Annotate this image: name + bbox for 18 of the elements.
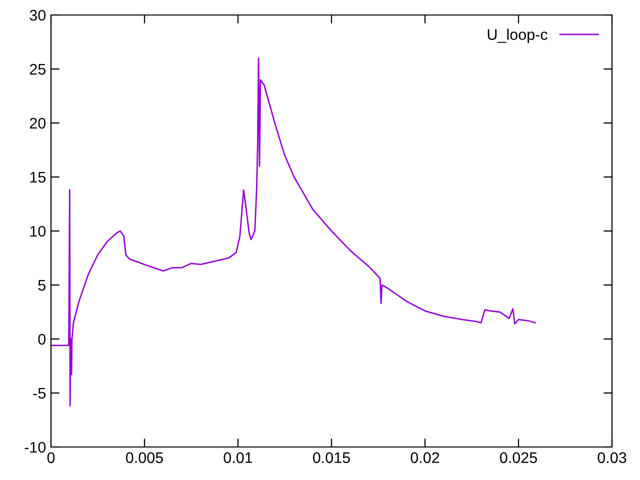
x-tick-label: 0.02 (410, 452, 440, 464)
y-tick-label: 30 (30, 10, 46, 21)
legend-label: U_loop-c (488, 28, 548, 43)
x-tick-label: 0.025 (500, 452, 537, 464)
x-tick-label: 0.03 (598, 452, 626, 464)
x-tick-label: 0 (47, 452, 55, 464)
y-tick-label: -5 (33, 388, 46, 399)
line-series (51, 58, 536, 407)
y-tick-label: 15 (30, 172, 46, 183)
y-tick-label: -10 (24, 442, 46, 453)
y-tick-label: 25 (30, 64, 46, 75)
y-tick-label: 10 (30, 226, 46, 237)
y-tick-label: 20 (30, 118, 46, 129)
x-tick-label: 0.015 (312, 452, 350, 464)
x-tick-label: 0.01 (224, 452, 252, 464)
y-tick-label: 5 (38, 280, 46, 291)
y-tick-label: 0 (38, 334, 46, 345)
x-tick-label: 0.005 (126, 452, 163, 464)
